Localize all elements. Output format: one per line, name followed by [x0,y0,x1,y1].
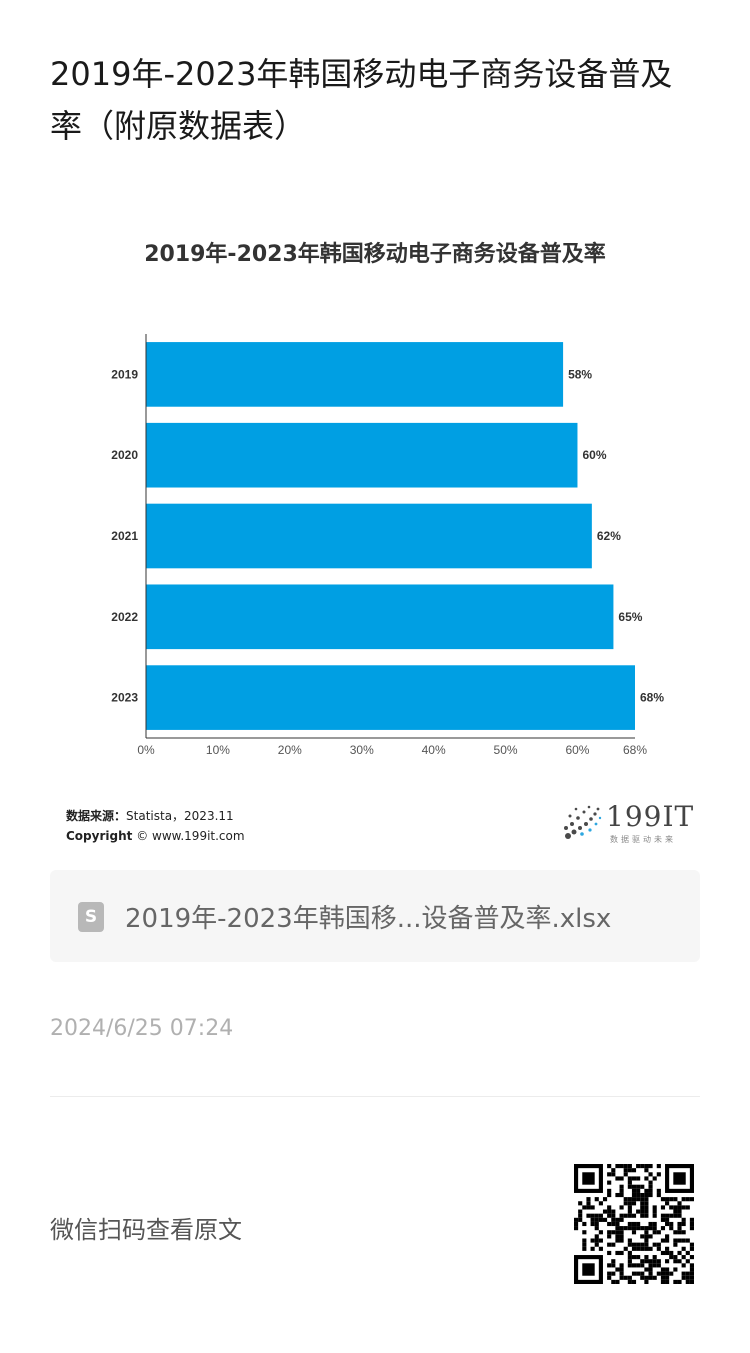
wechat-scan-label: 微信扫码查看原文 [50,1216,242,1244]
attachment-card[interactable]: S 2019年-2023年韩国移...设备普及率.xlsx [50,870,700,962]
spreadsheet-file-icon: S [78,902,104,932]
logo-subtitle: 数据驱动未来 [610,835,676,844]
x-tick-label: 40% [422,743,446,757]
data-source: 数据来源：Statista，2023.11 Copyright © www.19… [66,806,245,846]
logo-text: 199IT [606,800,695,833]
chart-title: 2019年-2023年韩国移动电子商务设备普及率 [144,242,606,267]
x-tick-label: 60% [565,743,589,757]
x-tick-label: 10% [206,743,230,757]
bar-2019 [146,342,564,407]
category-label-2023: 2023 [111,691,138,705]
copyright-text: © www.199it.com [136,829,245,843]
category-label-2021: 2021 [111,529,138,543]
publish-timestamp: 2024/6/25 07:24 [50,1016,234,1041]
qr-code[interactable] [574,1164,694,1284]
bar-2021 [146,503,592,569]
data-label-2019: 58% [568,367,592,381]
x-tick-label: 50% [494,743,518,757]
bar-chart: 58% 2019 60% 2020 62% 2021 65% 2022 68% 2023 0% 10%… [111,334,664,757]
data-label-2020: 60% [582,448,606,462]
x-tick-label: 68% [623,743,647,757]
logo-mark-icon [564,805,602,839]
bar-2020 [146,422,578,488]
source-label: 数据来源： [66,809,127,823]
data-label-2022: 65% [618,610,642,624]
divider [50,1096,700,1097]
category-label-2019: 2019 [111,367,138,381]
bar-2022 [146,584,614,650]
x-tick-label: 0% [137,743,155,757]
source-text: Statista，2023.11 [126,809,234,823]
data-label-2023: 68% [640,691,664,705]
bar-2023 [146,665,635,730]
x-tick-label: 30% [350,743,374,757]
category-label-2022: 2022 [111,610,138,624]
article-title: 2019年-2023年韩国移动电子商务设备普及率（附原数据表） [50,55,673,145]
category-label-2020: 2020 [111,448,138,462]
copyright-label: Copyright [66,829,133,843]
data-label-2021: 62% [597,529,621,543]
x-tick-label: 20% [278,743,302,757]
brand-logo: 199IT 数据驱动未来 [560,800,700,846]
attachment-filename[interactable]: 2019年-2023年韩国移...设备普及率.xlsx [125,904,612,934]
